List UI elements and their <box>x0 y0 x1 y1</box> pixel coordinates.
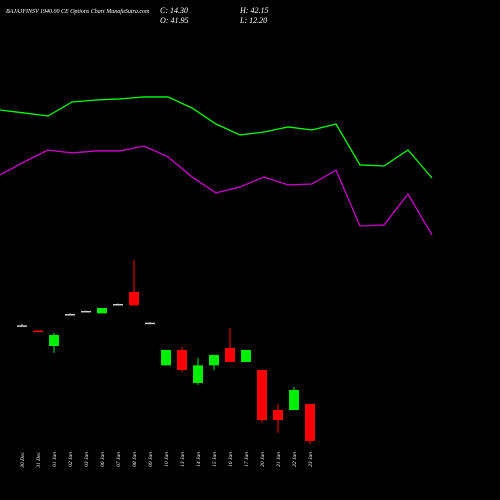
x-tick-label: 21 Jan <box>276 452 282 467</box>
chart-title: BAJAJFINSV 1940.00 CE Options Chart Muna… <box>6 8 150 15</box>
info-high: H: 42.15 <box>239 6 268 15</box>
candle-body <box>129 292 139 306</box>
x-tick-label: 03 Jan <box>84 452 90 467</box>
candle-body <box>241 350 251 362</box>
candle-body <box>257 370 267 420</box>
candle-body <box>33 330 43 333</box>
candle-body <box>289 390 299 410</box>
x-tick-label: 16 Jan <box>228 452 234 467</box>
x-tick-label: 01 Jan <box>52 452 58 467</box>
candle-body <box>193 365 203 383</box>
x-tick-label: 07 Jan <box>116 452 122 467</box>
indicator-line <box>0 145 433 236</box>
x-tick-label: 23 Jan <box>308 452 314 467</box>
x-tick-label: 14 Jan <box>195 452 202 467</box>
x-tick-label: 09 Jan <box>148 452 154 467</box>
x-tick-label: 31 Dec <box>36 451 42 468</box>
candle-body <box>145 322 155 325</box>
x-tick-label: 17 Jan <box>244 452 250 467</box>
candle-body <box>161 350 171 366</box>
info-close: C: 14.30 <box>160 6 188 15</box>
candle-body <box>81 310 91 313</box>
x-tick-label: 30 Dec <box>20 451 26 468</box>
x-tick-label: 13 Jan <box>180 452 186 467</box>
x-tick-label: 10 Jan <box>164 452 170 467</box>
candle-body <box>177 350 187 370</box>
x-tick-label: 02 Jan <box>68 452 74 467</box>
x-tick-label: 20 Jan <box>260 452 266 467</box>
info-low: L: 12.20 <box>239 16 267 25</box>
candle-body <box>65 314 75 316</box>
candle-body <box>49 334 59 346</box>
info-open: O: 41.95 <box>160 16 188 25</box>
x-tick-label: 06 Jan <box>100 452 106 467</box>
x-tick-label: 08 Jan <box>132 452 138 467</box>
candle-body <box>17 325 27 327</box>
candle-body <box>273 410 283 420</box>
candle-body <box>305 404 315 441</box>
candle-body <box>97 308 107 314</box>
indicator-line <box>0 96 433 179</box>
candle-body <box>225 348 235 362</box>
candle-body <box>209 354 219 366</box>
x-tick-label: 15 Jan <box>212 452 218 467</box>
candle-body <box>113 304 123 306</box>
x-tick-label: 22 Jan <box>292 452 298 467</box>
